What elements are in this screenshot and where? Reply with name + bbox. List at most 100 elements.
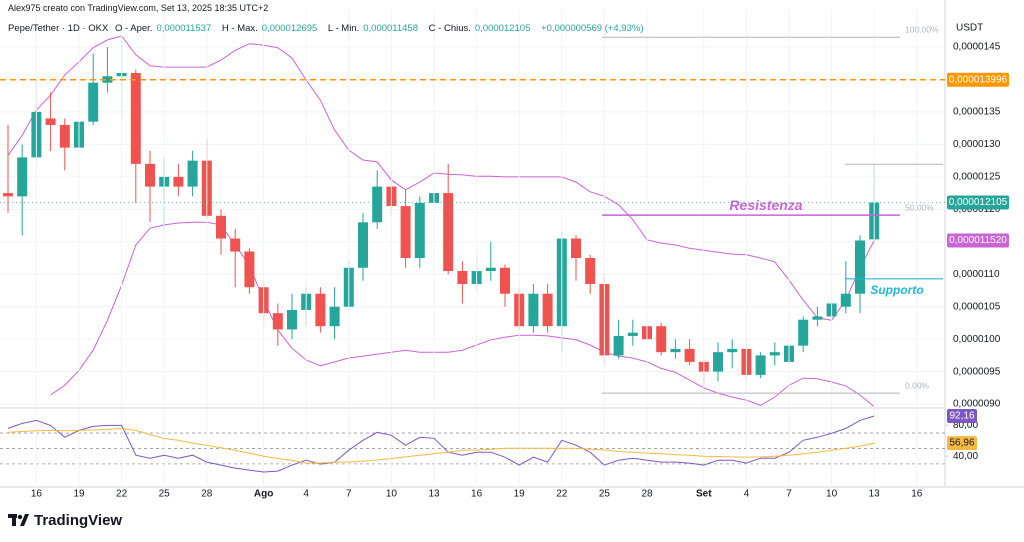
logo: TradingView bbox=[8, 512, 122, 529]
y-axis-title: USDT bbox=[956, 23, 983, 34]
ohlc: L - Min. 0,000011458 bbox=[328, 23, 422, 34]
candle-body bbox=[358, 222, 368, 268]
x-tick-label: 4 bbox=[744, 489, 750, 500]
candle-body bbox=[812, 316, 823, 320]
x-tick-label: 4 bbox=[303, 489, 309, 500]
candle-body bbox=[769, 352, 780, 356]
candle-body bbox=[287, 309, 297, 330]
band-upper bbox=[7, 35, 875, 321]
candle-body bbox=[372, 186, 383, 223]
symbol: Pepe/Tether · 1D · OKX bbox=[8, 23, 109, 34]
x-tick-label: 10 bbox=[826, 489, 838, 500]
candle-body bbox=[130, 72, 141, 164]
main-pane bbox=[0, 35, 945, 408]
change: +0,000000569 (+4,93%) bbox=[541, 23, 644, 34]
price-label: 0,000012105 bbox=[949, 197, 1008, 208]
candle-body bbox=[542, 293, 553, 327]
y-tick-label: 0,0000145 bbox=[953, 42, 1001, 53]
x-tick-label: Set bbox=[696, 489, 712, 500]
x-tick-label: 7 bbox=[786, 489, 792, 500]
value-label-box bbox=[947, 436, 977, 451]
candle-body bbox=[173, 176, 184, 187]
y-tick-label: 40,00 bbox=[953, 451, 978, 462]
x-tick-label: 7 bbox=[346, 489, 352, 500]
ohlc-value: 0,000011458 bbox=[363, 23, 419, 34]
candle-body bbox=[3, 193, 13, 197]
candle-body bbox=[713, 352, 723, 372]
fib-label: 50,00% bbox=[905, 202, 934, 212]
candle-body bbox=[315, 293, 326, 327]
candle-body bbox=[187, 160, 198, 187]
candle-body bbox=[500, 267, 510, 294]
ohlc-value: 0,000011537 bbox=[156, 23, 212, 34]
y-tick-label: 0,0000110 bbox=[953, 269, 1000, 280]
candle-body bbox=[145, 163, 155, 187]
candle-body bbox=[627, 332, 638, 336]
candle-body bbox=[88, 82, 99, 122]
x-tick-label: 16 bbox=[31, 489, 43, 500]
candle-body bbox=[102, 76, 113, 83]
price-label: 0,000011520 bbox=[949, 235, 1007, 246]
fib-label: 0,00% bbox=[905, 380, 930, 390]
ohlc: C - Chius. 0,000012105 bbox=[429, 23, 535, 34]
price-label: 0,000013996 bbox=[949, 74, 1008, 85]
x-tick-label: 25 bbox=[159, 489, 171, 500]
credit: Alex975 creato con TradingView.com, Set … bbox=[8, 3, 269, 13]
y-tick-label: 0,0000100 bbox=[953, 334, 1001, 345]
x-tick-label: 28 bbox=[641, 489, 653, 500]
x-tick-label: 13 bbox=[428, 489, 440, 500]
candle-body bbox=[45, 118, 56, 125]
x-tick-label: 16 bbox=[911, 489, 923, 500]
x-tick-label: 10 bbox=[386, 489, 398, 500]
ohlc: H - Max. 0,000012695 bbox=[222, 23, 321, 34]
candle-body bbox=[585, 258, 596, 284]
candle-body bbox=[216, 215, 226, 239]
ohlc: O - Aper. 0,000011537 bbox=[115, 23, 215, 34]
candle-body bbox=[727, 348, 738, 353]
candle-body bbox=[656, 326, 667, 353]
ohlc-value: 0,000012695 bbox=[261, 23, 318, 34]
candle-body bbox=[840, 293, 851, 307]
price-label-box bbox=[947, 233, 1009, 248]
x-tick-label: Ago bbox=[254, 489, 273, 500]
x-tick-label: 28 bbox=[201, 489, 213, 500]
legend: Pepe/Tether · 1D · OKX O - Aper. 0,000011… bbox=[8, 23, 648, 34]
candle-body bbox=[414, 202, 425, 259]
candle-body bbox=[528, 293, 539, 327]
candle-body bbox=[855, 240, 865, 294]
candle-body bbox=[798, 319, 809, 346]
candle-body bbox=[230, 238, 241, 252]
annotation-text: Resistenza bbox=[729, 197, 802, 213]
x-tick-label: 25 bbox=[599, 489, 611, 500]
price-label-box bbox=[947, 195, 1009, 210]
ohlc-label: C - Chius. bbox=[428, 23, 471, 34]
y-tick-label: 0,0000135 bbox=[953, 107, 1001, 118]
y-tick-label: 80,00 bbox=[953, 420, 978, 431]
candle-body bbox=[329, 306, 340, 327]
y-tick-label: 0,0000125 bbox=[953, 172, 1001, 183]
candle-body bbox=[244, 251, 255, 288]
candle-body bbox=[400, 206, 411, 259]
annotation-text: Supporto bbox=[870, 283, 923, 297]
candle-body bbox=[17, 157, 28, 197]
ohlc-value: 0,000012105 bbox=[474, 23, 531, 34]
x-tick-label: 19 bbox=[514, 489, 526, 500]
candle-body bbox=[670, 348, 681, 353]
band-lower bbox=[50, 221, 875, 408]
logo-text: TradingView bbox=[34, 512, 123, 529]
candle-body bbox=[272, 313, 283, 330]
ohlc-label: L - Min. bbox=[327, 23, 360, 34]
candle-body bbox=[684, 348, 695, 362]
candle-body bbox=[457, 271, 468, 284]
y-tick-label: 0,0000090 bbox=[953, 399, 1001, 410]
x-tick-label: 22 bbox=[556, 489, 568, 500]
candle-body bbox=[59, 124, 70, 148]
candle-body bbox=[571, 238, 581, 259]
x-tick-label: 22 bbox=[116, 489, 128, 500]
value-label: 56,96 bbox=[949, 438, 974, 449]
logo-icon bbox=[8, 513, 29, 526]
x-tick-label: 16 bbox=[471, 489, 483, 500]
rsi-line bbox=[7, 415, 875, 473]
ohlc-label: H - Max. bbox=[221, 23, 258, 34]
